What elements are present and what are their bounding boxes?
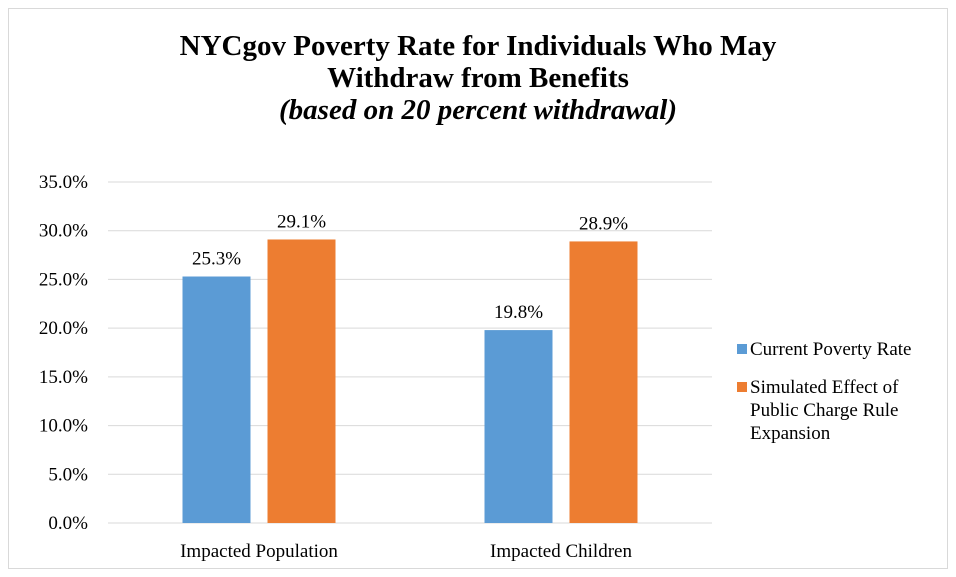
y-tick-label-1: 5.0% bbox=[48, 464, 88, 485]
chart-subtitle: (based on 20 percent withdrawal) bbox=[279, 94, 677, 126]
data-label-simulated-0: 29.1% bbox=[277, 211, 326, 232]
y-tick-label-7: 35.0% bbox=[39, 172, 88, 193]
bar-simulated-1 bbox=[569, 241, 638, 523]
bar-current-0 bbox=[182, 276, 251, 523]
data-label-current-1: 19.8% bbox=[494, 302, 543, 323]
y-tick-label-5: 25.0% bbox=[39, 269, 88, 290]
chart-title-line-1: NYCgov Poverty Rate for Individuals Who … bbox=[179, 30, 777, 62]
legend-item-simulated: Simulated Effect of Public Charge Rule E… bbox=[737, 376, 952, 445]
chart-frame bbox=[8, 8, 948, 569]
y-tick-label-4: 20.0% bbox=[39, 318, 88, 339]
y-tick-label-6: 30.0% bbox=[39, 221, 88, 242]
x-category-label-1: Impacted Children bbox=[490, 541, 632, 562]
chart-title: NYCgov Poverty Rate for Individuals Who … bbox=[0, 30, 956, 126]
data-label-current-0: 25.3% bbox=[192, 249, 241, 270]
y-tick-label-2: 10.0% bbox=[39, 416, 88, 437]
x-category-label-0: Impacted Population bbox=[180, 541, 338, 562]
chart-title-line-2: Withdraw from Benefits bbox=[327, 62, 629, 94]
legend-swatch-current bbox=[737, 344, 747, 354]
y-tick-label-0: 0.0% bbox=[48, 513, 88, 534]
chart-legend: Current Poverty Rate Simulated Effect of… bbox=[737, 338, 952, 460]
legend-item-current: Current Poverty Rate bbox=[737, 338, 952, 361]
y-tick-label-3: 15.0% bbox=[39, 367, 88, 388]
legend-label-simulated: Simulated Effect of Public Charge Rule E… bbox=[750, 377, 899, 444]
legend-swatch-simulated bbox=[737, 382, 747, 392]
legend-label-current: Current Poverty Rate bbox=[750, 339, 912, 360]
bar-simulated-0 bbox=[267, 239, 336, 524]
data-label-simulated-1: 28.9% bbox=[579, 213, 628, 234]
bar-current-1 bbox=[484, 330, 553, 523]
